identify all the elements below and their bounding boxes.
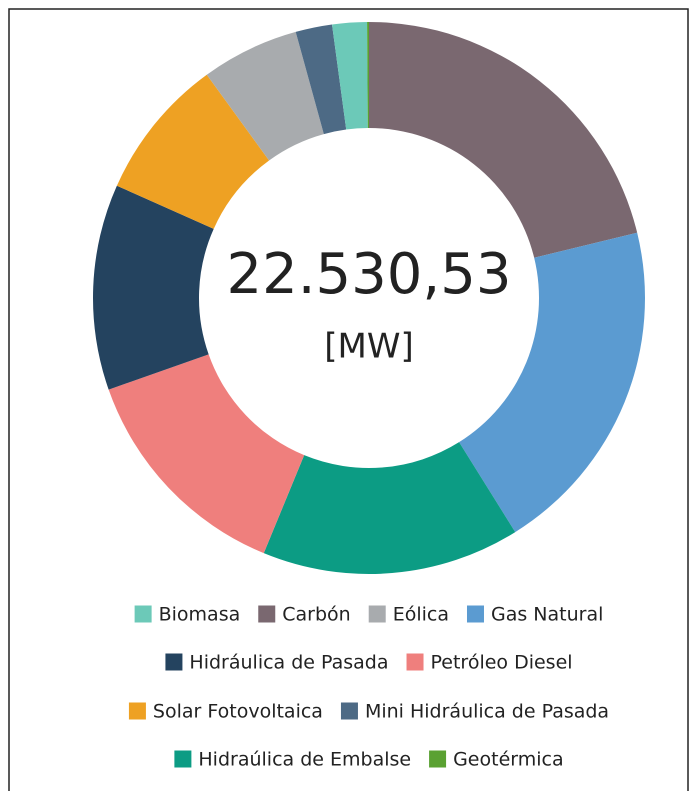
legend-item: Eólica [368,604,449,626]
legend-item: Hidraúlica de Embalse [174,749,411,771]
legend-swatch [134,605,152,623]
slice [369,22,638,258]
legend-swatch [466,605,484,623]
legend-swatch [429,750,447,768]
slice [459,232,645,533]
legend-swatch [165,653,183,671]
legend-item: Solar Fotovoltaica [128,701,323,723]
legend-label: Biomasa [159,604,241,626]
legend-swatch [258,605,276,623]
slice [92,185,214,390]
slice [332,22,368,130]
legend-label: Eólica [393,604,449,626]
legend-label: Solar Fotovoltaica [153,701,323,723]
legend-swatch [340,702,358,720]
legend-item: Gas Natural [466,604,603,626]
legend-swatch [174,750,192,768]
legend-label: Mini Hidráulica de Pasada [365,701,609,723]
legend-item: Petróleo Diesel [406,652,573,674]
legend-swatch [406,653,424,671]
slice [116,74,270,229]
legend-label: Gas Natural [491,604,603,626]
legend-label: Hidraúlica de Embalse [198,749,411,771]
legend-label: Hidráulica de Pasada [189,652,388,674]
legend: Biomasa Carbón Eólica Gas Natural Hidráulica… [128,604,609,771]
slice [108,354,305,554]
legend-label: Petróleo Diesel [431,652,573,674]
total-label: 22.530,53 [226,242,511,307]
legend-item: Mini Hidráulica de Pasada [340,701,609,723]
legend-item: Geotérmica [429,749,564,771]
legend-item: Biomasa [134,604,241,626]
slice [295,24,347,135]
unit-label: [MW] [324,327,413,367]
legend-swatch [128,702,146,720]
legend-label: Geotérmica [453,749,564,771]
slice [367,22,369,129]
legend-swatch [368,605,386,623]
legend-item: Hidráulica de Pasada [165,652,389,674]
slice [206,31,324,161]
legend-item: Carbón [258,604,351,626]
legend-label: Carbón [282,604,350,626]
slice [263,442,516,575]
donut [92,22,645,575]
